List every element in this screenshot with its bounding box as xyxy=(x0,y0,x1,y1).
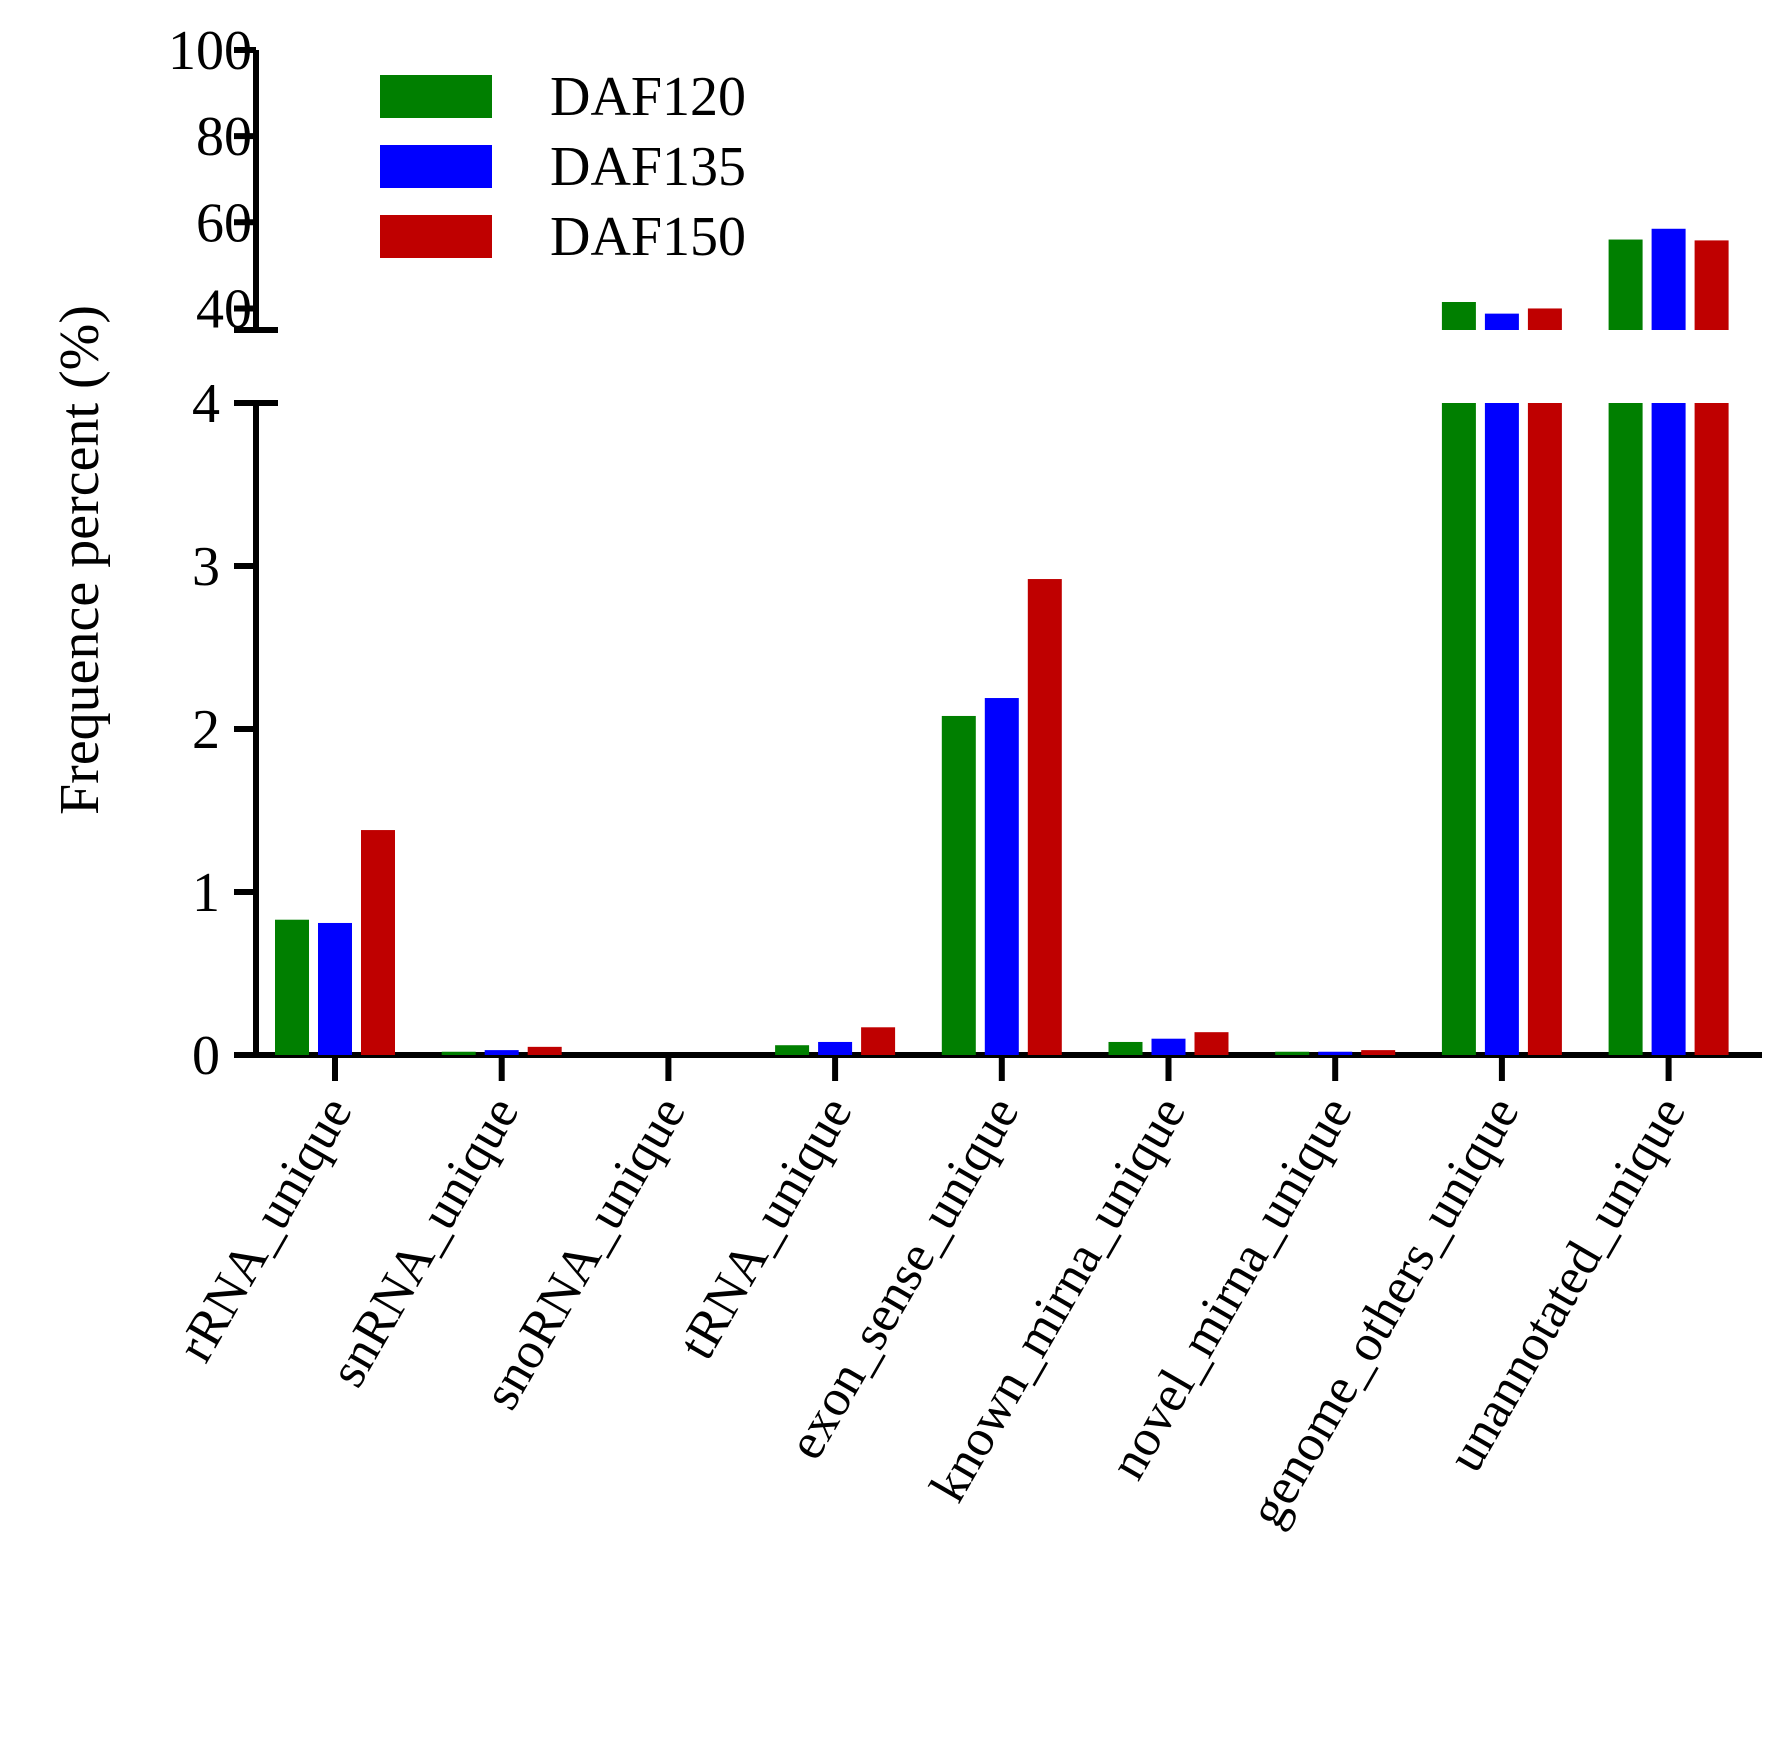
bar xyxy=(818,1041,853,1055)
y-tick-label: 80 xyxy=(196,106,252,168)
bar xyxy=(1108,1041,1143,1055)
y-tick-label: 0 xyxy=(192,1025,220,1087)
bar-upper xyxy=(1441,302,1476,330)
bar xyxy=(984,698,1019,1055)
tick-labels: 0 1 2 3 4 40 60 80 100 xyxy=(168,20,252,1087)
y-tick-label: 100 xyxy=(168,20,252,82)
category-labels: rRNA_uniquesnRNA_uniquesnoRNA_uniquetRNA… xyxy=(167,1088,1697,1537)
bar-upper xyxy=(1608,239,1643,330)
bar xyxy=(1318,1051,1353,1055)
bar xyxy=(1027,579,1062,1055)
x-tick-label: rRNA_unique xyxy=(167,1088,364,1372)
bar xyxy=(361,830,395,1055)
x-tick-label: tRNA_unique xyxy=(668,1088,863,1369)
bar xyxy=(1194,1032,1229,1055)
legend-label: DAF120 xyxy=(550,66,746,128)
legend-swatch xyxy=(380,145,492,188)
bar xyxy=(1527,403,1562,1055)
y-axis-label: Frequence percent (%) xyxy=(49,305,111,815)
bar xyxy=(1151,1038,1186,1055)
bar-upper xyxy=(1484,313,1519,330)
y-tick-label: 1 xyxy=(192,862,220,924)
y-tick-label: 3 xyxy=(192,536,220,598)
bar xyxy=(1608,403,1643,1055)
y-tick-label: 60 xyxy=(196,192,252,254)
bar xyxy=(1441,403,1476,1055)
bar xyxy=(775,1045,810,1055)
bar xyxy=(861,1027,896,1055)
bar xyxy=(275,919,309,1055)
bars xyxy=(275,228,1729,1055)
legend-swatch xyxy=(380,75,492,118)
y-tick-label: 4 xyxy=(192,373,220,435)
bar xyxy=(941,715,976,1055)
bar-upper xyxy=(1694,240,1729,330)
bar xyxy=(1275,1051,1310,1055)
bar-upper xyxy=(1651,228,1686,330)
y-tick-label: 40 xyxy=(196,278,252,340)
bar xyxy=(1694,403,1729,1055)
legend-label: DAF150 xyxy=(550,206,746,268)
bar xyxy=(1361,1050,1396,1055)
bar xyxy=(441,1051,476,1055)
bar xyxy=(1484,403,1519,1055)
legend-swatch xyxy=(380,215,492,258)
bar xyxy=(318,922,352,1055)
legend: DAF120 DAF135 DAF150 xyxy=(380,66,746,268)
bar xyxy=(1651,403,1686,1055)
bar xyxy=(527,1046,562,1055)
legend-label: DAF135 xyxy=(550,136,746,198)
y-tick-label: 2 xyxy=(192,699,220,761)
bar xyxy=(484,1050,519,1055)
bar-upper xyxy=(1527,308,1562,330)
